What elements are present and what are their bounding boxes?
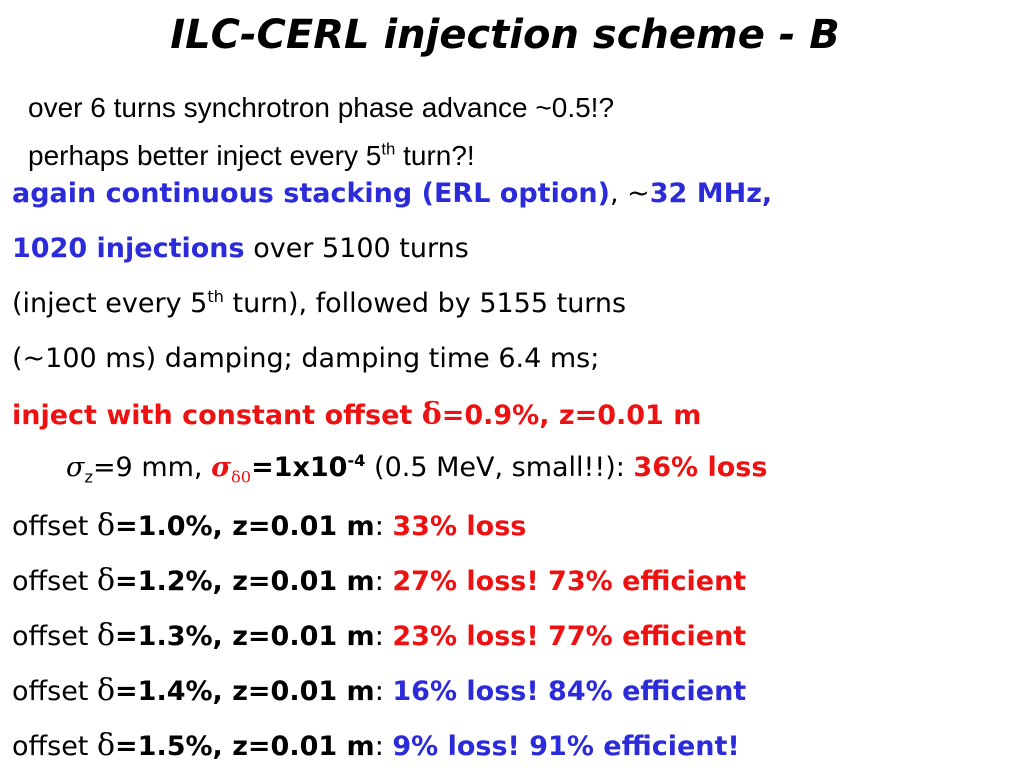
offset-row: offset δ=1.4%, z=0.01 m: 16% loss! 84% e… <box>12 673 746 709</box>
offset-label: offset <box>12 621 97 652</box>
offset-value: =1.5%, z=0.01 m <box>115 731 375 762</box>
offset-label: offset <box>12 511 97 542</box>
sigma-sub-delta0: δ0 <box>231 467 252 487</box>
offset-value: =1.3%, z=0.01 m <box>115 621 375 652</box>
delta-symbol: δ <box>96 728 116 763</box>
frequency-text: 32 MHz, <box>649 178 773 209</box>
offset-row: offset δ=1.5%, z=0.01 m: 9% loss! 91% ef… <box>12 728 740 764</box>
offset-colon: : <box>374 621 393 652</box>
slide-title: ILC-CERL injection scheme - B <box>170 12 840 58</box>
offset-label: offset <box>12 566 97 597</box>
note-line-2: perhaps better inject every 5th turn?! <box>28 140 475 172</box>
followed-text: turn), followed by 5155 turns <box>223 288 627 319</box>
offset-colon: : <box>374 511 393 542</box>
offset-result: 23% loss! 77% efficient <box>392 621 747 652</box>
loss-36: 36% loss <box>633 452 768 483</box>
offset-row: offset δ=1.3%, z=0.01 m: 23% loss! 77% e… <box>12 618 746 654</box>
offset-result: 9% loss! 91% efficient! <box>392 731 740 762</box>
sigma-delta-exp: -4 <box>347 451 366 470</box>
note-line-2-text: perhaps better inject every 5 <box>28 140 382 171</box>
note-line-2-end: turn?! <box>395 140 475 171</box>
delta-symbol: δ <box>96 673 116 708</box>
comma-text: , ~ <box>609 178 650 209</box>
offset-value: =1.4%, z=0.01 m <box>115 676 375 707</box>
offset-value: =1.2%, z=0.01 m <box>115 566 375 597</box>
offset-value: =1.0%, z=0.01 m <box>115 511 375 542</box>
offset-colon: : <box>374 731 393 762</box>
offset-colon: : <box>374 676 393 707</box>
sigma-symbol: σ <box>66 452 85 483</box>
offset-row: offset δ=1.0%, z=0.01 m: 33% loss <box>12 508 526 544</box>
injections-text: 1020 injections <box>12 233 245 264</box>
offset-colon: : <box>374 566 393 597</box>
stacking-text: again continuous stacking (ERL option) <box>12 178 610 209</box>
offset-label: offset <box>12 676 97 707</box>
inject-every-text: (inject every 5 <box>12 288 208 319</box>
inject-every-sup: th <box>207 287 224 306</box>
body-line-3: (inject every 5th turn), followed by 515… <box>12 288 626 320</box>
delta-symbol: δ <box>421 397 442 432</box>
offset-result: 27% loss! 73% efficient <box>392 566 747 597</box>
delta-symbol: δ <box>96 508 116 543</box>
offset-label: offset <box>12 731 97 762</box>
body-line-6: σz=9 mm, σδ0=1x10-4 (0.5 MeV, small!!): … <box>66 451 768 487</box>
note-line-2-sup: th <box>381 139 396 159</box>
body-line-4: (~100 ms) damping; damping time 6.4 ms; <box>12 343 600 374</box>
offset-result: 33% loss <box>392 511 527 542</box>
turns-text: over 5100 turns <box>244 233 469 264</box>
sigma-z-value: =9 mm, <box>92 452 212 483</box>
body-line-1: again continuous stacking (ERL option), … <box>12 178 772 210</box>
energy-text: (0.5 MeV, small!!): <box>365 452 634 483</box>
body-line-2: 1020 injections over 5100 turns <box>12 233 469 265</box>
offset-result: 16% loss! 84% efficient <box>392 676 747 707</box>
sigma-delta-value: =1x10 <box>251 452 348 483</box>
body-line-5: inject with constant offset δ=0.9%, z=0.… <box>12 397 701 433</box>
offset-row: offset δ=1.2%, z=0.01 m: 27% loss! 73% e… <box>12 563 746 599</box>
delta-symbol: δ <box>96 563 116 598</box>
sigma-delta-symbol: σ <box>211 452 232 483</box>
constant-offset-text: inject with constant offset <box>12 400 422 431</box>
sigma-sub-z: z <box>84 467 93 487</box>
constant-offset-value: =0.9%, z=0.01 m <box>441 400 702 431</box>
delta-symbol: δ <box>96 618 116 653</box>
note-line-1: over 6 turns synchrotron phase advance ~… <box>28 92 615 123</box>
